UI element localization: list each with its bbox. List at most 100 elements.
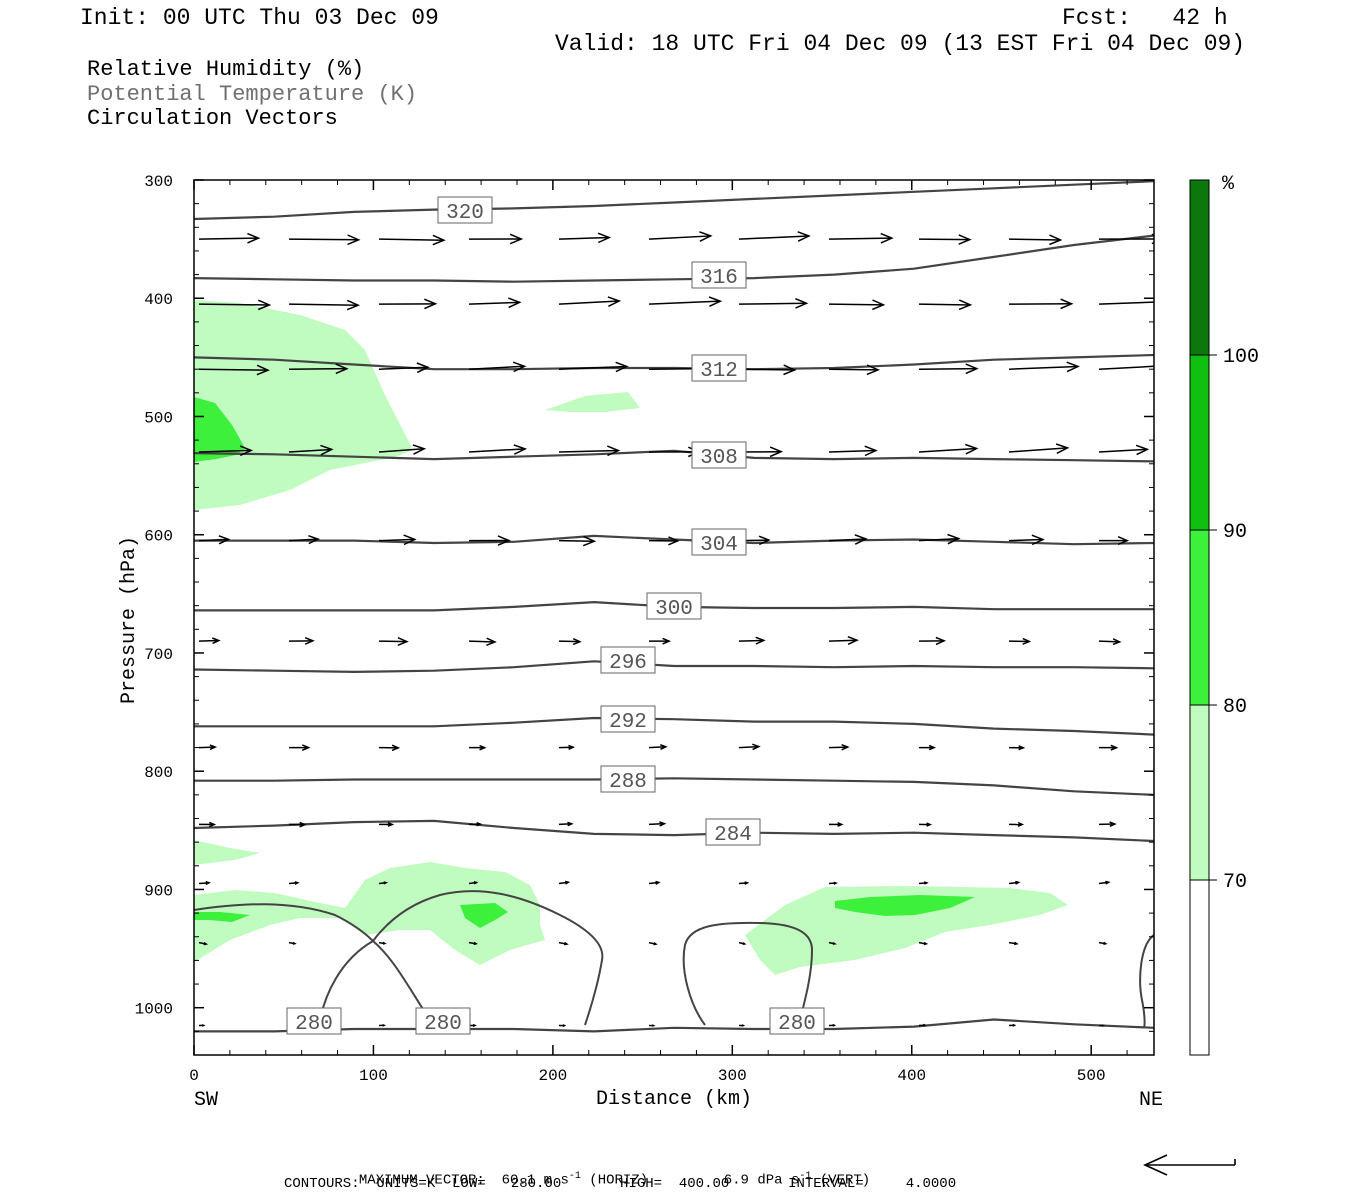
vector-arrow bbox=[468, 941, 478, 946]
vector-arrow bbox=[1008, 1023, 1017, 1027]
vector-arrow bbox=[1008, 745, 1026, 751]
valid-time: Valid: 18 UTC Fri 04 Dec 09 (13 EST Fri … bbox=[555, 31, 1246, 57]
vector-arrow bbox=[918, 822, 933, 827]
horiz-tag: (HORIZ) bbox=[589, 1172, 649, 1189]
vector-arrow bbox=[288, 637, 315, 645]
vector-arrow bbox=[378, 298, 438, 310]
vector-arrow bbox=[198, 821, 217, 828]
x-tick-label: 100 bbox=[359, 1067, 388, 1085]
vector-arrow bbox=[378, 637, 409, 646]
vector-arrow bbox=[1008, 298, 1074, 310]
vector-arrow bbox=[378, 362, 430, 374]
y-tick-label: 600 bbox=[144, 528, 173, 546]
contour-label-300: 300 bbox=[646, 592, 702, 621]
rh-70-lower-right bbox=[745, 886, 1068, 975]
x-tick-label: 400 bbox=[897, 1067, 926, 1085]
contour-label-304: 304 bbox=[691, 528, 747, 557]
vector-arrow bbox=[198, 1024, 206, 1027]
vector-arrow bbox=[648, 1024, 656, 1027]
y-tick-label: 300 bbox=[144, 173, 173, 191]
vector-arrow bbox=[738, 881, 750, 885]
vector-arrow bbox=[198, 364, 270, 376]
vector-arrow bbox=[918, 941, 929, 946]
y-tick-label: 700 bbox=[144, 646, 173, 664]
vector-arrow bbox=[558, 880, 571, 885]
svg-text:280: 280 bbox=[778, 1013, 816, 1036]
vector-arrow bbox=[648, 231, 713, 242]
vector-arrow bbox=[558, 361, 629, 373]
vector-arrow bbox=[288, 444, 334, 456]
vector-arrow bbox=[558, 821, 574, 827]
vector-arrow bbox=[648, 880, 661, 885]
vector-arrow bbox=[378, 444, 427, 455]
theta-280-features bbox=[194, 890, 1154, 1029]
rh-shading bbox=[194, 300, 1068, 975]
vector-arrow bbox=[558, 232, 612, 244]
vector-arrow bbox=[828, 232, 894, 244]
vector-arrow bbox=[378, 1023, 386, 1027]
vector-arrow bbox=[1008, 941, 1019, 946]
theta-contour-308 bbox=[194, 449, 1154, 463]
vector-arrow bbox=[1008, 534, 1045, 546]
vector-arrow bbox=[738, 1024, 746, 1027]
vector-arrow bbox=[648, 296, 723, 307]
contour-label-296: 296 bbox=[600, 646, 656, 675]
x-axis-ticks: 0 100 200 300 400 500 bbox=[189, 180, 1128, 1085]
x-tick-label: 300 bbox=[718, 1067, 747, 1085]
contour-label-284: 284 bbox=[705, 818, 761, 847]
vector-arrow bbox=[1008, 880, 1021, 885]
vector-arrow bbox=[1098, 301, 1154, 305]
vector-arrow bbox=[1098, 444, 1150, 456]
theta-contour-284 bbox=[194, 819, 1154, 843]
vector-arrow bbox=[558, 1024, 567, 1027]
vector-arrow bbox=[918, 533, 961, 545]
vector-arrow bbox=[468, 637, 497, 646]
rh-70-upper-left bbox=[194, 300, 413, 510]
vector-arrow bbox=[648, 821, 667, 827]
vector-arrow bbox=[198, 744, 218, 751]
contour-label-288: 288 bbox=[600, 765, 656, 794]
vector-arrow bbox=[468, 361, 527, 373]
svg-text:308: 308 bbox=[700, 447, 738, 470]
vector-arrow bbox=[828, 822, 844, 827]
theta-contour-288 bbox=[194, 777, 1154, 796]
x-axis-label: Distance (km) bbox=[596, 1088, 752, 1111]
vector-arrow bbox=[828, 445, 878, 457]
svg-text:280: 280 bbox=[295, 1013, 333, 1036]
theta-contour-280-lobe-a bbox=[194, 903, 375, 1021]
svg-text:292: 292 bbox=[609, 711, 647, 734]
vector-arrow bbox=[918, 744, 937, 751]
vector-arrow bbox=[558, 941, 569, 946]
footer-contours: CONTOURS: UNITS=K LOW= 280.00 HIGH= 400.… bbox=[284, 1176, 957, 1192]
vector-arrow bbox=[468, 535, 511, 546]
contour-label-312: 312 bbox=[691, 354, 747, 383]
rh-80-lower-left-a bbox=[194, 912, 250, 922]
exponent: -1 bbox=[568, 1171, 581, 1182]
theta-contour-320 bbox=[194, 180, 1154, 221]
rh-70-lower-left-patch bbox=[194, 840, 260, 865]
vector-arrow bbox=[198, 880, 211, 886]
colorbar-level: 80 bbox=[1223, 696, 1247, 719]
theta-contour-316 bbox=[194, 234, 1154, 283]
vector-arrow bbox=[1098, 941, 1108, 946]
vert-tag: (VERT) bbox=[819, 1172, 871, 1189]
endpoint-sw: SW bbox=[194, 1089, 218, 1112]
vector-arrow bbox=[558, 638, 582, 646]
max-vector-label: MAXIMUM VECTOR: bbox=[358, 1172, 485, 1189]
vector-arrow bbox=[828, 744, 850, 751]
plot-frame bbox=[193, 179, 1155, 1056]
y-tick-label: 500 bbox=[144, 409, 173, 427]
vector-arrow bbox=[1008, 443, 1070, 454]
colorbar-swatch bbox=[1189, 179, 1210, 356]
max-vector-horizontal: 60.1 m s bbox=[501, 1172, 569, 1189]
y-tick-label: 800 bbox=[144, 764, 173, 782]
vector-arrow bbox=[918, 881, 929, 885]
vector-arrow bbox=[1098, 880, 1111, 885]
svg-text:300: 300 bbox=[655, 598, 693, 621]
vector-arrow bbox=[378, 881, 389, 885]
vector-arrow bbox=[288, 941, 297, 945]
vector-arrow bbox=[1008, 234, 1063, 246]
contour-label-280: 280 bbox=[286, 1007, 342, 1036]
x-tick-label: 0 bbox=[189, 1067, 199, 1085]
contour-label-292: 292 bbox=[600, 705, 656, 734]
